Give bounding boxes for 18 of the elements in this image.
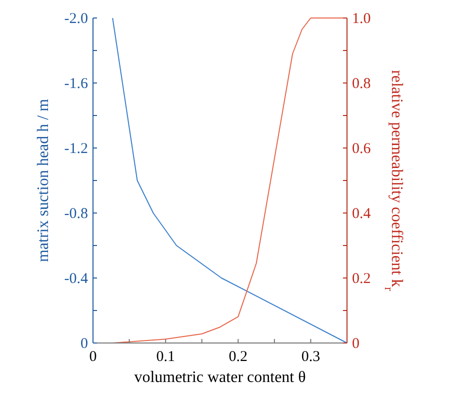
y-tick-label: -0.8	[64, 206, 88, 222]
x-tick-label: 0.3	[301, 349, 320, 365]
y-tick-label: -0.4	[64, 271, 88, 287]
y2-tick-label: 0.6	[352, 141, 372, 157]
y2-tick-label: 0.2	[352, 271, 371, 287]
y-tick-label: -2.0	[64, 11, 88, 27]
y-tick-label: -1.6	[64, 76, 88, 92]
y2-tick-label: 0	[352, 336, 360, 352]
line-series	[112, 18, 348, 344]
y2-tick-label: 0.4	[352, 206, 372, 222]
y2-tick-label: 0.8	[352, 76, 371, 92]
y-tick-label: -1.2	[64, 141, 88, 157]
x-tick-label: 0.2	[228, 349, 248, 365]
x-tick-label: 0.1	[156, 349, 175, 365]
y-axis-title: matrix suction head h / m	[35, 98, 52, 262]
y-tick-label: 0	[80, 336, 88, 352]
x-axis-title: volumetric water content θ	[134, 369, 306, 386]
y2-tick-label: 1.0	[352, 11, 371, 27]
